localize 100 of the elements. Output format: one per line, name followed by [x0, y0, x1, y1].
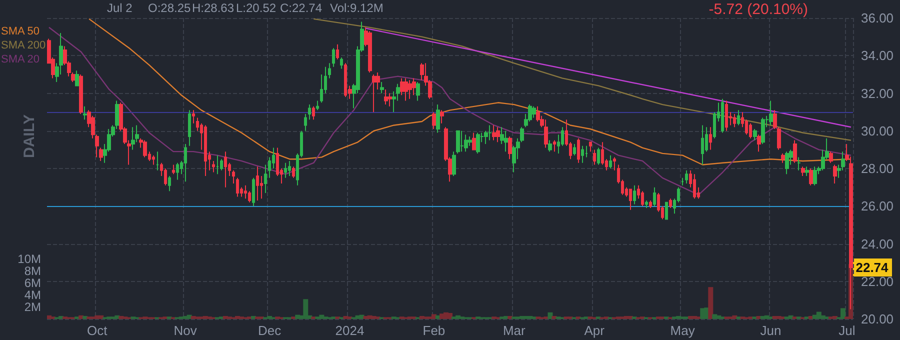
candlestick	[553, 140, 556, 152]
candlestick	[388, 92, 392, 107]
bar	[708, 287, 714, 319]
text: SMA 50	[1, 26, 40, 38]
candlestick	[581, 145, 584, 164]
candlestick	[544, 119, 548, 148]
x-tick-label: Feb	[422, 323, 446, 338]
y-tick-label: 22.00	[861, 274, 894, 289]
candlestick	[292, 166, 295, 178]
candlestick	[131, 126, 135, 150]
y2-tick-label: 10M	[18, 252, 42, 266]
y2-tick-label: 6M	[24, 276, 41, 290]
candlestick	[216, 154, 219, 175]
candlestick	[332, 48, 335, 68]
bar	[303, 299, 308, 319]
candlestick	[681, 177, 684, 186]
bar	[343, 316, 348, 319]
text: C:22.74	[280, 1, 322, 15]
x-tick-label: Dec	[258, 323, 282, 338]
candlestick	[589, 142, 592, 152]
candlestick	[769, 100, 773, 126]
candlestick	[709, 126, 712, 150]
y-tick-label: 26.00	[861, 198, 894, 214]
text: Vol:9.12M	[330, 1, 384, 15]
candlestick	[143, 140, 147, 158]
x-tick-label: Apr	[584, 323, 606, 338]
candlestick	[797, 156, 801, 171]
candlestick	[496, 126, 500, 143]
candlestick	[168, 176, 171, 192]
text: O:28.25	[148, 1, 192, 15]
candlestick	[412, 78, 416, 96]
candlestick	[613, 156, 616, 171]
line-series	[313, 18, 852, 141]
candlestick	[340, 57, 343, 70]
candlestick	[188, 110, 191, 146]
candlestick	[665, 202, 668, 220]
candlestick	[220, 158, 223, 171]
candlestick	[440, 110, 444, 124]
line-series	[48, 26, 852, 196]
text: Jul 2	[107, 1, 133, 15]
y-tick-label: 34.00	[861, 48, 894, 64]
candlestick	[404, 78, 408, 102]
annotation: 22.74	[856, 260, 890, 275]
y2-tick-label: 8M	[24, 264, 41, 278]
x-tick-label: 2024	[335, 323, 364, 338]
y-tick-label: 32.00	[861, 86, 894, 101]
candlestick	[284, 162, 287, 178]
candlestick	[785, 151, 789, 175]
candlestick	[256, 166, 259, 201]
candlestick	[573, 144, 576, 156]
candlestick	[408, 80, 412, 100]
candlestick	[204, 124, 207, 177]
candlestick	[645, 200, 648, 209]
candlestick	[609, 154, 612, 169]
bar	[548, 312, 553, 319]
x-tick-label: Jun	[760, 323, 782, 338]
x-tick-label: Nov	[174, 323, 198, 338]
candlestick	[685, 170, 688, 184]
candlestick	[476, 132, 480, 154]
y-tick-label: 36.00	[861, 10, 894, 26]
candlestick	[372, 74, 376, 113]
candlestick	[629, 188, 632, 210]
x-tick-label: Jul	[838, 323, 856, 338]
candlestick	[79, 74, 83, 114]
candlestick	[212, 160, 215, 173]
candlestick	[75, 70, 79, 86]
y-tick-label: 20.00	[861, 312, 894, 326]
candlestick	[436, 104, 440, 134]
candlestick	[577, 138, 580, 164]
candlestick	[649, 200, 652, 209]
candlestick	[753, 128, 757, 141]
candlestick	[548, 140, 552, 152]
text: SMA 20	[1, 54, 40, 66]
candlestick	[472, 132, 476, 150]
candlestick	[83, 106, 87, 120]
candlestick	[252, 177, 255, 207]
candlestick	[737, 110, 740, 126]
candlestick	[232, 170, 235, 184]
candlestick	[793, 140, 797, 164]
candlestick	[593, 149, 596, 166]
candlestick	[504, 130, 508, 152]
candlestick	[633, 184, 636, 205]
candlestick	[693, 174, 696, 200]
y-tick-label: 30.00	[861, 123, 894, 138]
candlestick	[176, 162, 179, 180]
candlestick	[368, 30, 372, 74]
candlestick	[172, 164, 175, 175]
text: H:28.63	[192, 1, 234, 15]
candlestick	[192, 110, 195, 124]
candlestick	[653, 186, 656, 207]
candlestick	[801, 166, 805, 177]
candlestick	[488, 124, 492, 141]
y-tick-label: 24.00	[861, 236, 894, 252]
y-tick-label: 28.00	[861, 161, 894, 176]
candlestick	[336, 44, 339, 60]
candlestick	[432, 112, 436, 130]
x-tick-label: Mar	[502, 323, 526, 338]
candlestick	[749, 122, 752, 139]
candlestick	[156, 151, 159, 171]
y2-tick-label: 2M	[24, 300, 41, 314]
